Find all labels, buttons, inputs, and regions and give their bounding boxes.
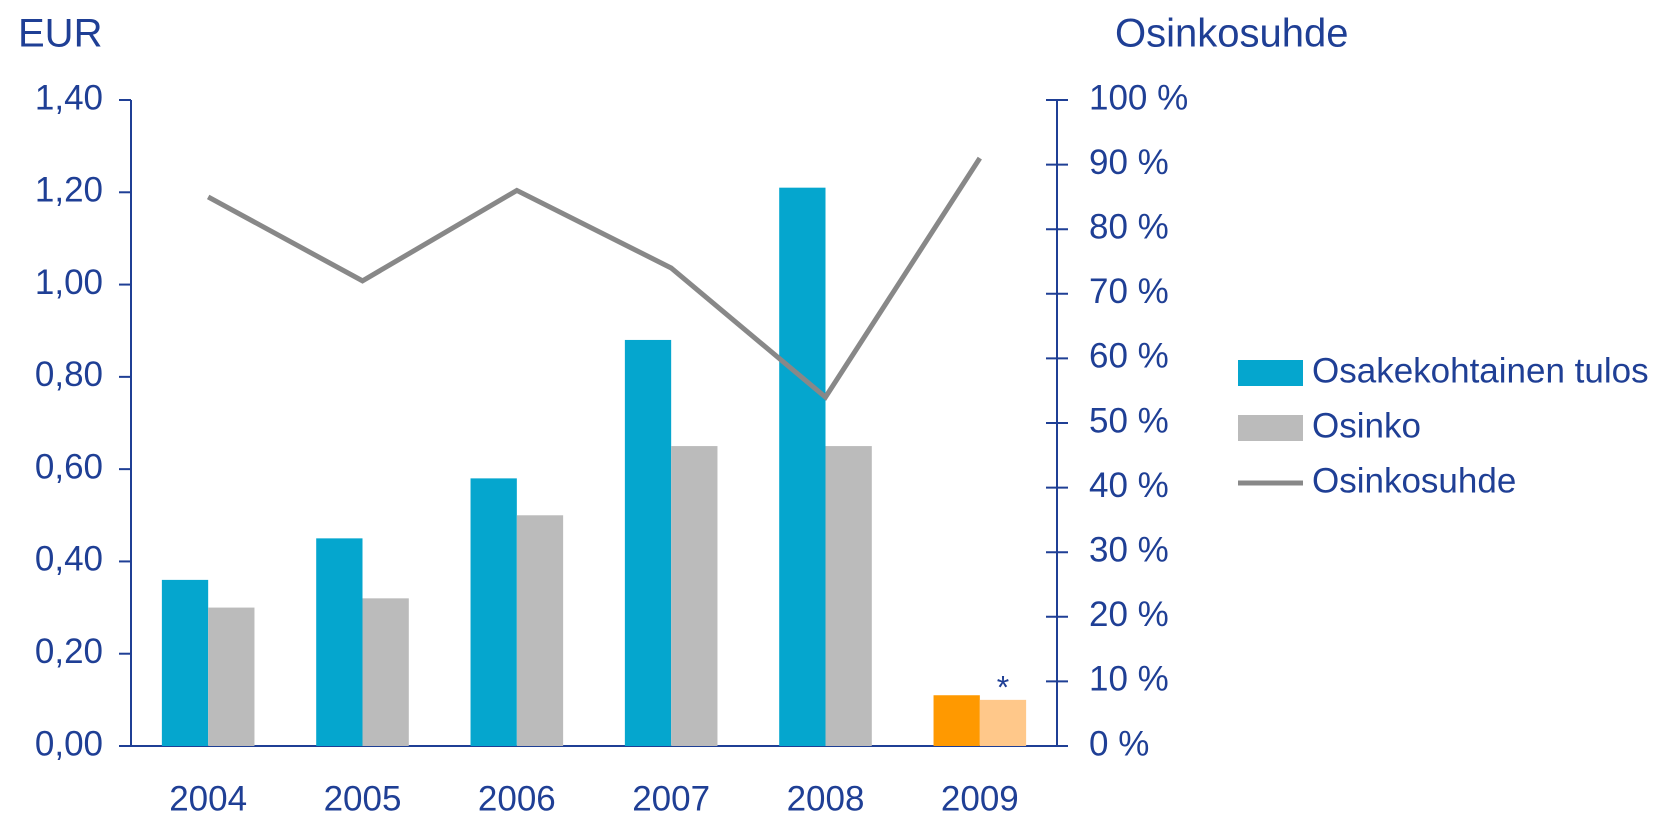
y-tick-label: 1,20	[35, 171, 103, 210]
x-tick-label: 2006	[478, 779, 556, 818]
bar	[979, 699, 1027, 746]
y2-tick-label: 0 %	[1089, 724, 1149, 763]
bar	[825, 446, 872, 746]
y2-tick-label: 10 %	[1089, 660, 1169, 699]
bar	[208, 607, 255, 746]
bar	[470, 478, 517, 746]
bar	[624, 339, 672, 746]
y-tick-label: 0,20	[35, 632, 103, 671]
x-tick-label: 2005	[324, 779, 402, 818]
y2-tick-label: 100 %	[1089, 78, 1188, 117]
y-tick-label: 0,80	[35, 355, 103, 394]
y-tick-label: 1,40	[35, 78, 103, 117]
bar	[779, 187, 826, 746]
y2-tick-label: 90 %	[1089, 143, 1169, 182]
y2-tick-label: 80 %	[1089, 207, 1169, 246]
y-tick-label: 0,00	[35, 724, 103, 763]
bar	[933, 695, 980, 746]
y2-tick-label: 40 %	[1089, 466, 1169, 505]
y2-tick-label: 20 %	[1089, 595, 1169, 634]
y2-tick-label: 30 %	[1089, 530, 1169, 569]
x-tick-label: 2009	[941, 779, 1019, 818]
legend-label: Osinkosuhde	[1312, 461, 1516, 500]
y-tick-label: 1,00	[35, 263, 103, 302]
bar	[316, 538, 363, 746]
y2-tick-label: 50 %	[1089, 401, 1169, 440]
y-tick-label: 0,60	[35, 447, 103, 486]
y2-tick-label: 60 %	[1089, 337, 1169, 376]
y-axis-label: EUR	[18, 12, 102, 56]
bar	[671, 446, 718, 746]
x-tick-label: 2004	[169, 779, 247, 818]
y-tick-label: 0,40	[35, 540, 103, 579]
x-tick-label: 2008	[787, 779, 865, 818]
legend-label: Osinko	[1312, 406, 1421, 445]
bar	[362, 598, 409, 746]
bar	[516, 515, 564, 746]
legend-label: Osakekohtainen tulos	[1312, 351, 1649, 390]
legend-swatch	[1238, 360, 1303, 386]
annotation: *	[997, 669, 1009, 705]
y2-tick-label: 70 %	[1089, 272, 1169, 311]
x-tick-label: 2007	[632, 779, 710, 818]
bar	[161, 579, 209, 746]
line	[206, 156, 982, 401]
legend-swatch	[1238, 415, 1303, 441]
y2-axis-label: Osinkosuhde	[1115, 12, 1348, 56]
